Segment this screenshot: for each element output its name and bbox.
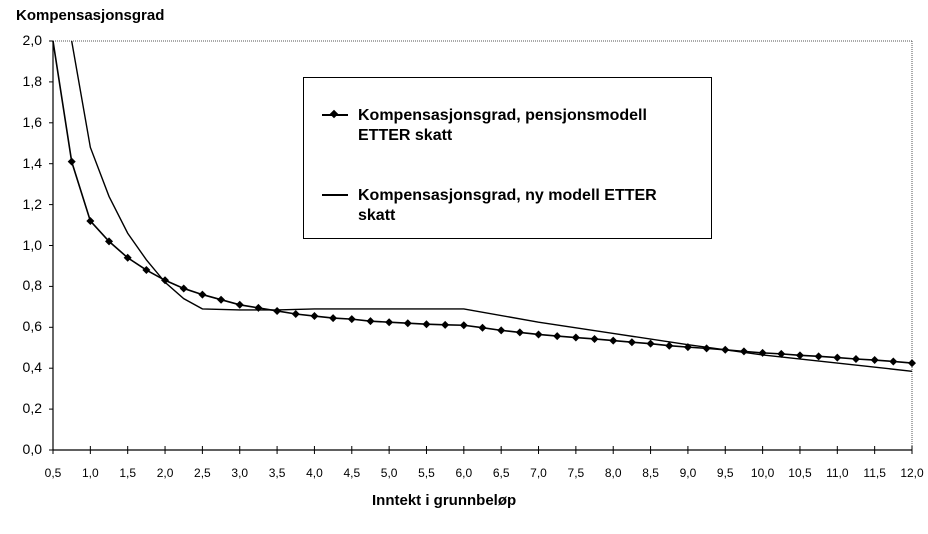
diamond-marker xyxy=(889,357,898,366)
y-tick-label: 0,4 xyxy=(22,359,42,376)
diamond-marker xyxy=(571,333,580,342)
diamond-marker xyxy=(665,341,674,350)
diamond-marker xyxy=(291,310,300,319)
diamond-marker xyxy=(497,326,506,335)
diamond-marker xyxy=(833,353,842,362)
x-tick-label: 6,5 xyxy=(492,466,510,480)
diamond-marker xyxy=(347,315,356,324)
y-tick-label: 1,2 xyxy=(22,195,42,212)
x-tick-label: 1,0 xyxy=(82,466,99,480)
x-tick-label: 11,0 xyxy=(826,466,849,480)
y-tick-label: 0,8 xyxy=(22,277,42,294)
x-tick-label: 3,5 xyxy=(268,466,286,480)
diamond-marker xyxy=(609,336,618,345)
x-tick-label: 7,0 xyxy=(530,466,547,480)
x-tick-label: 5,5 xyxy=(418,466,435,480)
diamond-marker xyxy=(105,237,114,246)
x-tick-label: 7,5 xyxy=(567,466,585,480)
x-tick-label: 0,5 xyxy=(44,466,62,480)
diamond-marker xyxy=(179,284,188,293)
diamond-marker xyxy=(67,157,76,166)
diamond-marker xyxy=(273,306,282,315)
x-tick-label: 5,0 xyxy=(380,466,398,480)
diamond-marker xyxy=(422,320,431,329)
diamond-marker xyxy=(235,300,244,309)
diamond-marker xyxy=(329,314,338,323)
diamond-marker xyxy=(403,319,412,328)
diamond-marker xyxy=(702,344,711,353)
x-tick-label: 4,5 xyxy=(343,466,361,480)
diamond-marker xyxy=(646,339,655,348)
diamond-marker xyxy=(534,330,543,339)
diamond-marker xyxy=(254,303,263,312)
y-tick-label: 1,8 xyxy=(22,72,42,89)
x-tick-label: 10,0 xyxy=(750,466,775,480)
y-tick-label: 1,6 xyxy=(22,113,42,130)
diamond-marker xyxy=(814,352,823,361)
x-tick-label: 2,5 xyxy=(194,466,211,480)
diamond-marker xyxy=(870,356,879,365)
diamond-marker xyxy=(851,354,860,363)
diamond-marker xyxy=(310,312,319,321)
y-tick-label: 0,0 xyxy=(22,441,42,457)
x-tick-label: 2,0 xyxy=(156,466,174,480)
x-tick-label: 8,5 xyxy=(642,466,659,480)
x-tick-label: 12,0 xyxy=(900,466,924,480)
diamond-marker xyxy=(515,328,524,337)
x-tick-label: 6,0 xyxy=(455,466,473,480)
x-tick-label: 8,0 xyxy=(604,466,622,480)
y-axis-title: Kompensasjonsgrad xyxy=(16,7,165,24)
legend-label: Kompensasjonsgrad, pensjonsmodell ETTER … xyxy=(358,107,647,144)
diamond-marker xyxy=(123,253,132,262)
legend: Kompensasjonsgrad, pensjonsmodell ETTER … xyxy=(303,77,712,239)
series-line-1 xyxy=(70,40,913,372)
line-icon xyxy=(322,194,348,196)
diamond-marker xyxy=(86,216,95,225)
diamond-marker xyxy=(385,318,394,327)
x-tick-label: 9,5 xyxy=(716,466,734,480)
diamond-marker xyxy=(161,276,170,285)
y-tick-label: 2,0 xyxy=(22,32,42,48)
diamond-marker xyxy=(142,266,151,275)
diamond-marker xyxy=(908,359,916,368)
x-tick-label: 10,5 xyxy=(788,466,812,480)
diamond-marker xyxy=(198,290,207,299)
x-tick-label: 4,0 xyxy=(306,466,323,480)
x-tick-label: 3,0 xyxy=(231,466,249,480)
diamond-marker xyxy=(459,321,468,330)
diamond-marker xyxy=(627,338,636,347)
y-tick-label: 1,0 xyxy=(22,236,42,253)
y-tick-label: 1,4 xyxy=(22,154,42,171)
diamond-marker xyxy=(217,295,226,304)
x-tick-label: 11,5 xyxy=(863,466,886,480)
diamond-marker xyxy=(441,320,450,329)
x-tick-label: 9,0 xyxy=(679,466,697,480)
y-tick-label: 0,6 xyxy=(22,318,42,335)
diamond-marker xyxy=(739,347,748,356)
legend-label: Kompensasjonsgrad, ny modell ETTER skatt xyxy=(358,187,657,224)
diamond-marker xyxy=(590,334,599,343)
plot-lines xyxy=(52,40,916,372)
axes xyxy=(49,40,913,454)
diamond-marker xyxy=(553,332,562,341)
diamond-marker xyxy=(478,323,487,332)
diamond-marker xyxy=(366,317,375,326)
diamond-marker-icon xyxy=(329,109,339,119)
diamond-marker xyxy=(777,349,786,358)
x-tick-label: 1,5 xyxy=(119,466,137,480)
diamond-marker xyxy=(795,351,804,360)
y-tick-label: 0,2 xyxy=(22,400,42,417)
x-axis-title: Inntekt i grunnbeløp xyxy=(372,492,517,509)
